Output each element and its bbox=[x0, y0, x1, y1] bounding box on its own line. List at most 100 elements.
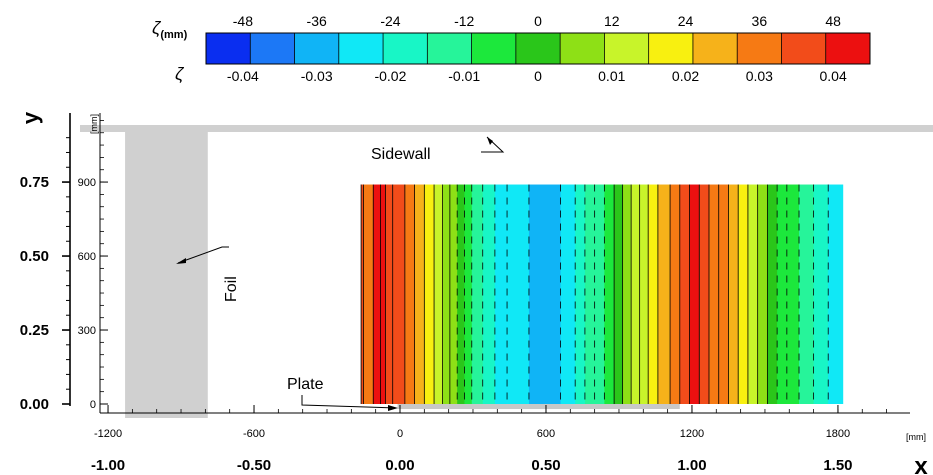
x-axis-unit: [mm] bbox=[906, 432, 926, 442]
colorbar-tick-mm: -12 bbox=[454, 13, 474, 29]
contour-band bbox=[507, 184, 530, 404]
colorbar-tick-mm: -48 bbox=[233, 13, 253, 29]
x-tick-label-nd: 1.00 bbox=[677, 457, 706, 474]
contour-plot bbox=[360, 184, 844, 404]
y-tick-label-mm: 900 bbox=[78, 177, 96, 189]
contour-band bbox=[813, 184, 829, 404]
contour-band bbox=[777, 184, 788, 404]
colorbar-swatch bbox=[560, 33, 605, 64]
contour-band bbox=[380, 184, 386, 404]
colorbar-swatch bbox=[338, 33, 384, 64]
contour-band bbox=[471, 184, 484, 404]
contour-band bbox=[639, 184, 649, 404]
colorbar-tick-mm: 48 bbox=[825, 13, 841, 29]
x-tick-label-mm: 1200 bbox=[680, 428, 704, 440]
y-tick-label-nd: 0.50 bbox=[20, 248, 49, 265]
colorbar-swatch bbox=[737, 33, 782, 64]
contour-band bbox=[631, 184, 641, 404]
colorbar-swatch bbox=[250, 33, 296, 64]
x-tick-label-nd: 1.50 bbox=[823, 457, 852, 474]
y-tick-label-mm: 300 bbox=[78, 325, 96, 337]
contour-band bbox=[699, 184, 710, 404]
foil bbox=[125, 132, 208, 418]
colorbar-tick-nd: -0.03 bbox=[301, 68, 333, 84]
contour-band bbox=[689, 184, 700, 404]
sidewall-arrow bbox=[481, 136, 505, 153]
colorbar-tick-nd: 0.04 bbox=[819, 68, 846, 84]
contour-band bbox=[757, 184, 768, 404]
colorbar-label-mm: ζ(mm) bbox=[152, 18, 188, 41]
contour-band bbox=[363, 184, 374, 404]
y-axis-label: y bbox=[18, 111, 43, 124]
plate-arrowhead bbox=[388, 405, 398, 411]
contour-band bbox=[594, 184, 605, 404]
contour-band bbox=[457, 184, 465, 404]
x-tick-label-nd: -1.00 bbox=[91, 457, 125, 474]
contour-band bbox=[560, 184, 576, 404]
x-tick-label-mm: -1200 bbox=[94, 428, 122, 440]
contour-band bbox=[442, 184, 451, 404]
x-tick-label-nd: 0.00 bbox=[385, 457, 414, 474]
contour-band bbox=[392, 184, 406, 404]
contour-band bbox=[828, 184, 844, 404]
colorbar: -48 -36 -24 -12 0 12 24 36 48 -0.04 -0.03 -0.02 -0.… bbox=[152, 13, 871, 84]
foil-label: Foil bbox=[223, 276, 240, 302]
contour-band bbox=[584, 184, 596, 404]
axes: 0.00 0.25 0.50 0.75 0 300 600 900 -1200 -600 0 600 1… bbox=[20, 113, 910, 474]
contour-band bbox=[414, 184, 425, 404]
sidewall-annotation: Sidewall bbox=[371, 136, 505, 163]
colorbar-ticks-nd: -0.04 -0.03 -0.02 -0.01 0 0.01 0.02 0.03 0.04 bbox=[227, 68, 847, 84]
x-tick-label-mm: 1800 bbox=[826, 428, 850, 440]
y-tick-label-mm: 0 bbox=[90, 399, 96, 411]
colorbar-swatch bbox=[825, 33, 871, 64]
x-tick-label-mm: -600 bbox=[243, 428, 265, 440]
contour-band bbox=[575, 184, 586, 404]
colorbar-swatches bbox=[206, 33, 871, 64]
sidewall-label: Sidewall bbox=[371, 146, 431, 163]
colorbar-tick-nd: -0.01 bbox=[448, 68, 480, 84]
colorbar-tick-nd: 0.03 bbox=[746, 68, 773, 84]
x-tick-label-mm: 0 bbox=[397, 428, 403, 440]
colorbar-swatch bbox=[294, 33, 340, 64]
sidewall bbox=[80, 125, 933, 132]
colorbar-swatch bbox=[383, 33, 428, 64]
contour-band bbox=[657, 184, 671, 404]
colorbar-tick-mm: 36 bbox=[752, 13, 768, 29]
plate-arrow bbox=[301, 395, 397, 409]
x-tick-label-nd: 0.50 bbox=[531, 457, 560, 474]
colorbar-tick-nd: 0.02 bbox=[672, 68, 699, 84]
colorbar-tick-mm: 12 bbox=[604, 13, 620, 29]
colorbar-tick-mm: -36 bbox=[307, 13, 327, 29]
contour-band bbox=[767, 184, 778, 404]
contour-band bbox=[604, 184, 615, 404]
contour-band bbox=[528, 184, 561, 404]
contour-band bbox=[728, 184, 739, 404]
contour-band bbox=[404, 184, 415, 404]
colorbar-swatch bbox=[781, 33, 827, 64]
contour-band bbox=[708, 184, 720, 404]
contour-band bbox=[385, 184, 394, 404]
contour-band bbox=[614, 184, 624, 404]
contour-band bbox=[482, 184, 496, 404]
x-tick-label-nd: -0.50 bbox=[237, 457, 271, 474]
contour-band bbox=[424, 184, 435, 404]
contour-band bbox=[622, 184, 632, 404]
contour-band bbox=[670, 184, 681, 404]
foil-arrow bbox=[177, 246, 229, 264]
y-tick-label-mm: 600 bbox=[78, 251, 96, 263]
colorbar-swatch bbox=[648, 33, 694, 64]
contour-band bbox=[494, 184, 508, 404]
y-tick-label-nd: 0.75 bbox=[20, 174, 49, 191]
colorbar-swatch bbox=[471, 33, 517, 64]
x-axis-label: x bbox=[914, 453, 928, 475]
colorbar-swatch bbox=[515, 33, 561, 64]
colorbar-swatch bbox=[604, 33, 650, 64]
contour-band bbox=[747, 184, 759, 404]
y-tick-label-nd: 0.00 bbox=[20, 396, 49, 413]
contour-band bbox=[679, 184, 690, 404]
colorbar-tick-mm: -24 bbox=[380, 13, 400, 29]
sidewall-arrowhead bbox=[487, 137, 493, 145]
colorbar-tick-mm: 24 bbox=[678, 13, 694, 29]
contour-band bbox=[718, 184, 729, 404]
